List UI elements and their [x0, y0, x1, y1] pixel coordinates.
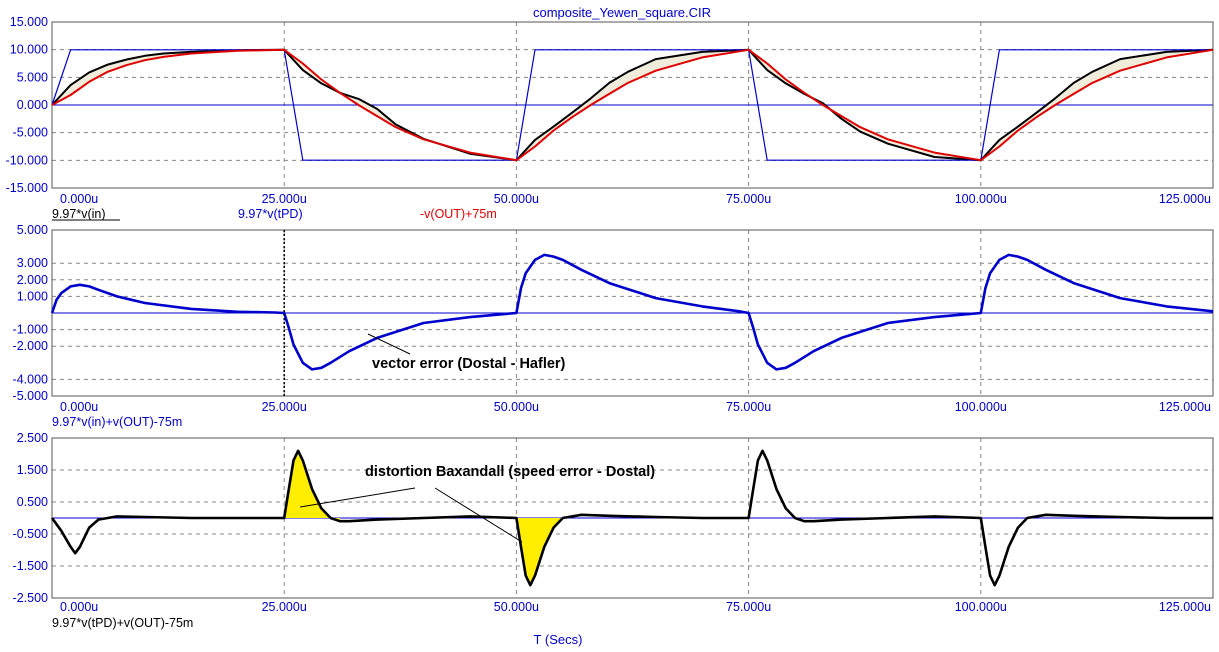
annotation-distortion: distortion Baxandall (speed error - Dost…	[365, 464, 655, 480]
difference-fill	[52, 49, 1213, 161]
y-tick-label: 3.000	[17, 256, 48, 270]
x-axis-label: T (Secs)	[534, 632, 583, 647]
y-tick-label: 5.000	[17, 70, 48, 84]
x-tick-label: 50.000u	[494, 192, 539, 206]
y-tick-label: 2.500	[17, 431, 48, 445]
y-tick-label: -10.000	[6, 153, 48, 167]
x-tick-label: 125.000u	[1159, 400, 1211, 414]
error-area-highlight	[516, 518, 563, 586]
y-tick-label: -4.000	[13, 372, 48, 386]
x-tick-label: 0.000u	[60, 192, 98, 206]
x-tick-label: 75.000u	[726, 600, 771, 614]
error-area-highlight	[284, 450, 340, 522]
y-tick-label: -1.000	[13, 323, 48, 337]
panel-1: 15.000 10.000 5.000 0.000 -5.000 -10.000 -15.0…	[6, 15, 1214, 221]
x-tick-label: 25.000u	[262, 600, 307, 614]
series-line	[50, 449, 1213, 587]
x-tick-label: 100.000u	[955, 400, 1007, 414]
series-expression: -v(OUT)+75m	[420, 207, 497, 221]
y-tick-label: -2.000	[13, 339, 48, 353]
y-tick-label: 15.000	[10, 15, 48, 29]
chart-title: composite_Yewen_square.CIR	[533, 5, 711, 20]
panel-2: 5.000 3.000 2.000 1.000 -1.000 -2.000 -4.000 -5…	[13, 223, 1214, 429]
x-tick-label: 50.000u	[494, 400, 539, 414]
y-tick-label: 5.000	[17, 223, 48, 237]
y-tick-label: 10.000	[10, 43, 48, 57]
annotation-vector-error: vector error (Dostal - Hafler)	[372, 356, 566, 372]
series-expression: 9.97*v(in)+v(OUT)-75m	[52, 415, 182, 429]
panels-group: 15.000 10.000 5.000 0.000 -5.000 -10.000 -15.0…	[6, 15, 1214, 630]
annotation-arrow	[434, 487, 523, 543]
y-tick-label: -1.500	[13, 559, 48, 573]
x-tick-label: 25.000u	[262, 400, 307, 414]
annotation-arrow	[299, 487, 416, 508]
series-line	[50, 253, 1214, 371]
series-expression: 9.97*v(tPD)+v(OUT)-75m	[52, 616, 193, 630]
x-tick-label: 0.000u	[60, 400, 98, 414]
panel-3: 2.500 1.500 0.500 -0.500 -1.500 -2.500 0.000u 2…	[13, 431, 1214, 630]
series-expression: 9.97*v(tPD)	[238, 207, 303, 221]
y-tick-label: -5.000	[13, 126, 48, 140]
y-tick-label: 0.000	[17, 98, 48, 112]
y-tick-label: -5.000	[13, 389, 48, 403]
x-tick-label: 0.000u	[60, 600, 98, 614]
series-expression: 9.97*v(in)	[52, 207, 106, 221]
x-tick-label: 50.000u	[494, 600, 539, 614]
x-tick-label: 75.000u	[726, 400, 771, 414]
y-tick-label: -2.500	[13, 591, 48, 605]
y-tick-label: 0.500	[17, 495, 48, 509]
x-tick-label: 100.000u	[955, 192, 1007, 206]
series-line	[51, 48, 1214, 162]
y-tick-label: 1.500	[17, 463, 48, 477]
annotation-arrow	[367, 333, 411, 355]
y-tick-label: -0.500	[13, 527, 48, 541]
y-tick-label: -15.000	[6, 181, 48, 195]
x-tick-label: 125.000u	[1159, 600, 1211, 614]
x-tick-label: 75.000u	[726, 192, 771, 206]
x-tick-label: 125.000u	[1159, 192, 1211, 206]
x-tick-label: 25.000u	[262, 192, 307, 206]
x-tick-label: 100.000u	[955, 600, 1007, 614]
series-line	[51, 48, 1214, 162]
series-line	[51, 49, 1213, 161]
y-tick-label: 2.000	[17, 273, 48, 287]
y-tick-label: 1.000	[17, 289, 48, 303]
